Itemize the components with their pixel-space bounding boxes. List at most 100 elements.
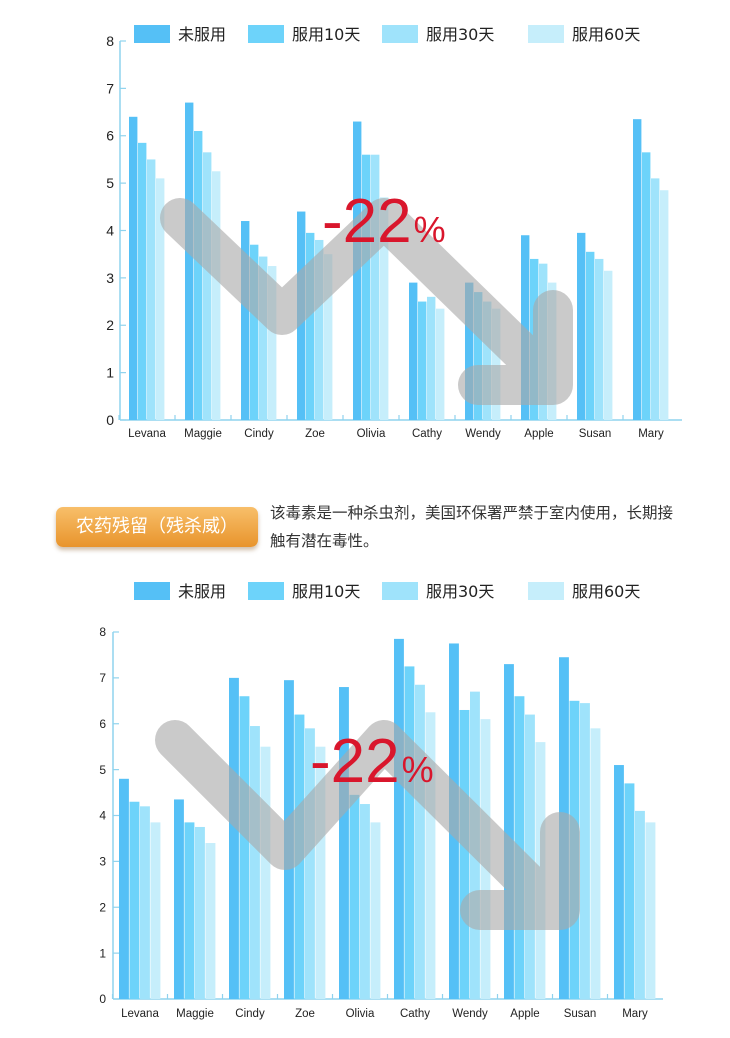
bar bbox=[212, 171, 221, 420]
legend-swatch bbox=[248, 582, 284, 600]
legend-swatch bbox=[248, 25, 284, 43]
y-tick-label: 3 bbox=[106, 270, 114, 286]
percent-change-label: -22% bbox=[322, 187, 446, 256]
bar bbox=[205, 843, 216, 999]
bar bbox=[642, 152, 651, 421]
bar bbox=[370, 822, 381, 999]
percent-sign: % bbox=[414, 209, 446, 250]
bar bbox=[194, 131, 203, 420]
bar bbox=[474, 292, 483, 420]
down-trend-arrow-icon bbox=[160, 198, 573, 405]
bar bbox=[140, 806, 150, 999]
y-tick-label: 4 bbox=[106, 222, 114, 238]
bar bbox=[645, 822, 656, 999]
legend-swatch bbox=[382, 25, 418, 43]
y-tick-label: 5 bbox=[99, 763, 106, 777]
bar bbox=[324, 254, 333, 420]
bar bbox=[174, 799, 184, 999]
bar bbox=[362, 154, 371, 420]
bar bbox=[156, 178, 165, 420]
y-tick-label: 7 bbox=[99, 671, 106, 685]
y-tick-label: 1 bbox=[99, 946, 106, 960]
bar bbox=[380, 197, 389, 420]
legend-label: 服用10天 bbox=[292, 582, 360, 601]
bar bbox=[315, 239, 324, 420]
legend-label: 服用60天 bbox=[572, 25, 640, 44]
bar bbox=[129, 801, 140, 999]
bar bbox=[635, 810, 645, 999]
bar bbox=[360, 804, 370, 999]
bar bbox=[425, 712, 436, 999]
bar bbox=[492, 308, 501, 420]
y-tick-label: 6 bbox=[106, 128, 114, 144]
y-tick-label: 8 bbox=[99, 625, 106, 639]
bar bbox=[203, 152, 212, 421]
bar bbox=[415, 684, 425, 999]
down-trend-arrow-icon bbox=[155, 720, 580, 930]
bar bbox=[349, 794, 360, 999]
bar bbox=[604, 270, 613, 420]
chart-1: 未服用 服用10天 服用30天 服用60天 0 1 2 3 4 5 6 7 8 Levana Maggie C… bbox=[106, 25, 682, 440]
y-tick-label: 0 bbox=[99, 992, 106, 1006]
y-tick-label: 5 bbox=[106, 175, 114, 191]
y-tick-label: 2 bbox=[99, 900, 106, 914]
bar bbox=[185, 102, 194, 421]
bar bbox=[595, 258, 604, 420]
legend: 未服用 服用10天 服用30天 服用60天 bbox=[134, 582, 640, 601]
legend-swatch bbox=[134, 582, 170, 600]
x-tick-label: Cathy bbox=[412, 428, 442, 440]
bar bbox=[651, 178, 660, 420]
bar bbox=[459, 709, 470, 999]
bar bbox=[371, 154, 380, 420]
legend: 未服用 服用10天 服用30天 服用60天 bbox=[134, 25, 640, 44]
bar bbox=[305, 728, 315, 999]
bar bbox=[404, 666, 415, 999]
legend-label: 服用30天 bbox=[426, 25, 494, 44]
bar bbox=[150, 822, 161, 999]
bar bbox=[394, 638, 404, 999]
bar bbox=[504, 664, 514, 999]
bar bbox=[427, 296, 436, 420]
x-tick-label: Mary bbox=[638, 428, 664, 440]
bar bbox=[409, 282, 418, 420]
bar bbox=[119, 778, 129, 999]
bar bbox=[195, 826, 205, 999]
bar bbox=[306, 232, 315, 420]
bar bbox=[590, 728, 601, 999]
legend-swatch bbox=[134, 25, 170, 43]
x-tick-label: Cindy bbox=[244, 428, 274, 440]
x-tick-label: Mary bbox=[622, 1008, 648, 1020]
bar bbox=[624, 783, 635, 999]
percent-sign: % bbox=[402, 749, 434, 790]
trend-arrow-head bbox=[460, 812, 580, 930]
bar bbox=[465, 282, 474, 420]
bar bbox=[580, 703, 590, 999]
x-tick-label: Wendy bbox=[465, 428, 501, 440]
x-tick-label: Maggie bbox=[184, 428, 222, 440]
bar bbox=[260, 746, 271, 999]
bar bbox=[229, 677, 239, 999]
x-tick-label: Cathy bbox=[400, 1008, 430, 1020]
y-tick-label: 8 bbox=[106, 33, 114, 49]
y-tick-label: 4 bbox=[99, 809, 106, 823]
x-tick-label: Levana bbox=[121, 1008, 159, 1020]
bar bbox=[660, 190, 669, 420]
bar bbox=[633, 119, 642, 420]
bar bbox=[239, 696, 250, 999]
x-tick-label: Cindy bbox=[235, 1008, 265, 1020]
x-tick-label: Olivia bbox=[357, 428, 386, 440]
bar bbox=[586, 251, 595, 420]
bar bbox=[184, 822, 195, 999]
legend-swatch bbox=[528, 582, 564, 600]
note-text: 该毒素是一种杀虫剂，美国环保署严禁于室内使用，长期接触有潜在毒性。 bbox=[270, 504, 674, 550]
legend-label: 服用60天 bbox=[572, 582, 640, 601]
legend-label: 未服用 bbox=[178, 25, 226, 44]
trend-arrow-head bbox=[458, 290, 573, 405]
bar bbox=[147, 159, 156, 420]
x-tick-label: Apple bbox=[510, 1008, 539, 1020]
legend-label: 服用30天 bbox=[426, 582, 494, 601]
bar bbox=[436, 308, 445, 420]
bar bbox=[339, 687, 349, 999]
legend-swatch bbox=[382, 582, 418, 600]
bar bbox=[138, 142, 147, 420]
